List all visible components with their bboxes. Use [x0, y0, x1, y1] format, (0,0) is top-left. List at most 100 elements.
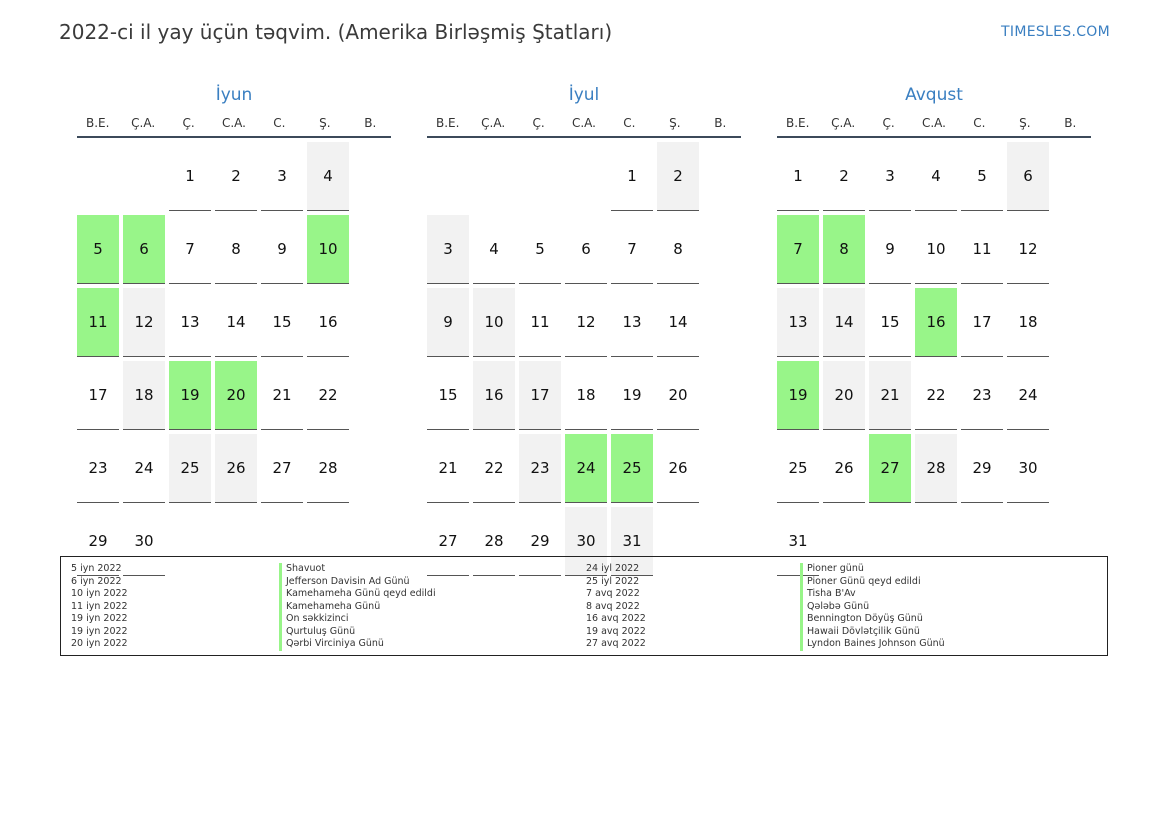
- day-cell[interactable]: 26: [657, 434, 699, 503]
- day-cell[interactable]: 10: [915, 215, 957, 284]
- day-cell[interactable]: 12: [123, 288, 165, 357]
- day-cell[interactable]: 10: [473, 288, 515, 357]
- holiday-date: 6 iyn 2022: [71, 575, 122, 587]
- day-cell[interactable]: 4: [915, 142, 957, 211]
- holiday-day-cell[interactable]: 5: [77, 215, 119, 284]
- day-cell[interactable]: 3: [869, 142, 911, 211]
- day-cell[interactable]: 30: [123, 507, 165, 576]
- day-cell[interactable]: 26: [823, 434, 865, 503]
- day-cell[interactable]: 15: [427, 361, 469, 430]
- day-cell[interactable]: 18: [1007, 288, 1049, 357]
- legend-col1-dates: 5 iyn 2022 6 iyn 2022 10 iyn 2022 11 iyn 20…: [71, 563, 128, 651]
- day-cell[interactable]: 24: [1007, 361, 1049, 430]
- holiday-day-cell[interactable]: 19: [777, 361, 819, 430]
- day-cell[interactable]: 28: [473, 507, 515, 576]
- day-cell[interactable]: 2: [215, 142, 257, 211]
- day-cell[interactable]: 2: [657, 142, 699, 211]
- day-cell[interactable]: 13: [611, 288, 653, 357]
- day-cell[interactable]: 21: [869, 361, 911, 430]
- day-cell[interactable]: 17: [77, 361, 119, 430]
- day-cell[interactable]: 29: [961, 434, 1003, 503]
- day-cell[interactable]: 20: [823, 361, 865, 430]
- day-cell[interactable]: 22: [473, 434, 515, 503]
- holiday-day-cell[interactable]: 6: [123, 215, 165, 284]
- day-cell[interactable]: 11: [519, 288, 561, 357]
- weekday-label: C.: [973, 116, 986, 130]
- day-cell[interactable]: 15: [869, 288, 911, 357]
- day-cell[interactable]: 16: [307, 288, 349, 357]
- day-cell[interactable]: 12: [1007, 215, 1049, 284]
- day-cell[interactable]: 8: [215, 215, 257, 284]
- day-cell[interactable]: 20: [657, 361, 699, 430]
- holiday-day-cell[interactable]: 27: [869, 434, 911, 503]
- day-cell[interactable]: 4: [307, 142, 349, 211]
- day-cell[interactable]: 7: [611, 215, 653, 284]
- day-cell[interactable]: 16: [473, 361, 515, 430]
- day-cell[interactable]: 14: [215, 288, 257, 357]
- day-cell[interactable]: 23: [961, 361, 1003, 430]
- day-cell[interactable]: 11: [961, 215, 1003, 284]
- day-cell[interactable]: 2: [823, 142, 865, 211]
- holiday-day-cell[interactable]: 20: [215, 361, 257, 430]
- day-cell[interactable]: 26: [215, 434, 257, 503]
- day-cell[interactable]: 30: [1007, 434, 1049, 503]
- day-cell[interactable]: 24: [123, 434, 165, 503]
- day-cell[interactable]: 23: [519, 434, 561, 503]
- day-cell[interactable]: 15: [261, 288, 303, 357]
- day-cell[interactable]: 25: [169, 434, 211, 503]
- day-cell[interactable]: 21: [261, 361, 303, 430]
- day-cell[interactable]: 17: [519, 361, 561, 430]
- holiday-day-cell[interactable]: 25: [611, 434, 653, 503]
- day-cell[interactable]: 7: [169, 215, 211, 284]
- day-cell[interactable]: 19: [611, 361, 653, 430]
- holiday-day-cell[interactable]: 19: [169, 361, 211, 430]
- day-cell[interactable]: 23: [77, 434, 119, 503]
- day-cell[interactable]: 6: [565, 215, 607, 284]
- day-cell[interactable]: 29: [77, 507, 119, 576]
- holiday-date: 11 iyn 2022: [71, 600, 128, 612]
- day-cell[interactable]: 9: [261, 215, 303, 284]
- day-cell[interactable]: 3: [261, 142, 303, 211]
- holiday-day-cell[interactable]: 10: [307, 215, 349, 284]
- day-cell[interactable]: 29: [519, 507, 561, 576]
- holiday-date: 19 avq 2022: [586, 625, 646, 637]
- day-cell[interactable]: 18: [123, 361, 165, 430]
- day-cell[interactable]: 1: [611, 142, 653, 211]
- day-cell[interactable]: 9: [869, 215, 911, 284]
- day-cell[interactable]: 22: [307, 361, 349, 430]
- day-cell[interactable]: 27: [261, 434, 303, 503]
- day-cell[interactable]: 6: [1007, 142, 1049, 211]
- day-cell[interactable]: 25: [777, 434, 819, 503]
- day-cell[interactable]: 27: [427, 507, 469, 576]
- day-cell[interactable]: 13: [777, 288, 819, 357]
- holiday-date: 19 iyn 2022: [71, 625, 128, 637]
- day-cell[interactable]: 31: [777, 507, 819, 576]
- day-cell[interactable]: 30: [565, 507, 607, 576]
- day-cell[interactable]: 1: [169, 142, 211, 211]
- day-cell[interactable]: 28: [307, 434, 349, 503]
- holiday-day-cell[interactable]: 8: [823, 215, 865, 284]
- day-cell[interactable]: 28: [915, 434, 957, 503]
- day-cell[interactable]: 8: [657, 215, 699, 284]
- day-cell[interactable]: 5: [519, 215, 561, 284]
- day-cell[interactable]: 12: [565, 288, 607, 357]
- day-cell[interactable]: 14: [823, 288, 865, 357]
- weekday-label: C.: [623, 116, 636, 130]
- day-cell[interactable]: 22: [915, 361, 957, 430]
- brand-logo[interactable]: TIMESLES.COM: [1001, 24, 1110, 40]
- day-cell[interactable]: 4: [473, 215, 515, 284]
- day-cell[interactable]: 21: [427, 434, 469, 503]
- holiday-day-cell[interactable]: 16: [915, 288, 957, 357]
- day-cell[interactable]: 9: [427, 288, 469, 357]
- holiday-day-cell[interactable]: 11: [77, 288, 119, 357]
- holiday-day-cell[interactable]: 7: [777, 215, 819, 284]
- day-cell[interactable]: 3: [427, 215, 469, 284]
- day-cell[interactable]: 5: [961, 142, 1003, 211]
- day-cell[interactable]: 18: [565, 361, 607, 430]
- holiday-day-cell[interactable]: 24: [565, 434, 607, 503]
- day-cell[interactable]: 1: [777, 142, 819, 211]
- day-cell[interactable]: 13: [169, 288, 211, 357]
- day-cell[interactable]: 17: [961, 288, 1003, 357]
- day-cell[interactable]: 31: [611, 507, 653, 576]
- day-cell[interactable]: 14: [657, 288, 699, 357]
